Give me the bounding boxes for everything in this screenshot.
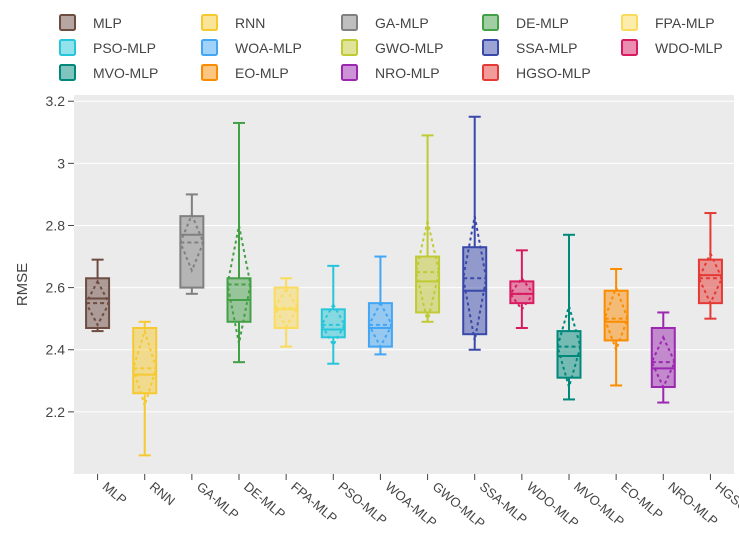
- legend-swatch: [59, 39, 76, 56]
- legend-swatch: [341, 14, 358, 31]
- sd-diamond: [603, 284, 629, 353]
- y-tick-label: 3: [57, 155, 65, 171]
- x-tick-label: PSO-MLP: [335, 479, 389, 528]
- y-tick-label: 2.8: [46, 217, 66, 233]
- legend-item-rnn[interactable]: RNN: [201, 14, 265, 31]
- legend-swatch: [482, 39, 499, 56]
- box-mlp[interactable]: [84, 258, 111, 333]
- x-tick-label: FPA-MLP: [288, 479, 340, 526]
- legend-item-mlp[interactable]: MLP: [59, 14, 122, 31]
- legend-item-woa-mlp[interactable]: WOA-MLP: [201, 39, 302, 56]
- legend-item-fpa-mlp[interactable]: FPA-MLP: [621, 14, 715, 31]
- box-mvo-mlp[interactable]: [556, 233, 582, 401]
- box-ga-mlp[interactable]: [179, 193, 205, 295]
- box-series-layer: [84, 115, 724, 457]
- sd-diamond: [273, 287, 299, 329]
- box-nro-mlp[interactable]: [650, 311, 676, 404]
- legend-swatch: [482, 14, 499, 31]
- box-ssa-mlp[interactable]: [462, 115, 488, 351]
- legend-item-gwo-mlp[interactable]: GWO-MLP: [341, 39, 443, 56]
- legend-swatch: [341, 64, 358, 81]
- legend-label: NRO-MLP: [375, 65, 440, 81]
- legend-swatch: [59, 64, 76, 81]
- legend-swatch: [201, 64, 218, 81]
- legend[interactable]: MLP RNN GA-MLP DE-MLP FPA-MLP PSO-MLP WOA-MLP G…: [59, 14, 723, 81]
- legend-item-eo-mlp[interactable]: EO-MLP: [201, 64, 289, 81]
- legend-item-hgso-mlp[interactable]: HGSO-MLP: [482, 64, 591, 81]
- legend-item-de-mlp[interactable]: DE-MLP: [482, 14, 569, 31]
- legend-label: WOA-MLP: [235, 40, 302, 56]
- legend-item-pso-mlp[interactable]: PSO-MLP: [59, 39, 156, 56]
- legend-swatch: [482, 64, 499, 81]
- sd-diamond: [179, 211, 205, 274]
- sd-diamond: [556, 302, 582, 391]
- legend-swatch: [201, 39, 218, 56]
- x-tick-label: HGSO-MLP: [713, 479, 739, 535]
- legend-label: HGSO-MLP: [516, 65, 591, 81]
- legend-swatch: [59, 14, 76, 31]
- legend-label: GA-MLP: [375, 15, 429, 31]
- legend-item-ga-mlp[interactable]: GA-MLP: [341, 14, 429, 31]
- legend-label: RNN: [235, 15, 265, 31]
- legend-label: WDO-MLP: [655, 40, 723, 56]
- box-woa-mlp[interactable]: [367, 255, 394, 356]
- sd-diamond: [462, 215, 488, 341]
- box-wdo-mlp[interactable]: [509, 249, 535, 329]
- sd-diamond: [650, 334, 676, 390]
- legend-label: MLP: [93, 15, 122, 31]
- box-eo-mlp[interactable]: [603, 267, 629, 387]
- plot-area: [74, 95, 734, 474]
- legend-label: DE-MLP: [516, 15, 569, 31]
- box-body: [132, 326, 158, 395]
- y-tick-label: 3.2: [46, 93, 66, 109]
- legend-item-wdo-mlp[interactable]: WDO-MLP: [621, 39, 723, 56]
- box-body: [415, 255, 441, 314]
- box-rnn[interactable]: [132, 320, 158, 457]
- box-body: [603, 289, 629, 342]
- box-pso-mlp[interactable]: [320, 264, 346, 365]
- legend-label: FPA-MLP: [655, 15, 715, 31]
- x-axis: MLP RNN GA-MLP DE-MLP FPA-MLPPSO-MLPWOA-MLPG…: [97, 474, 739, 535]
- sd-diamond: [367, 301, 394, 349]
- legend-label: SSA-MLP: [516, 40, 577, 56]
- box-fpa-mlp[interactable]: [273, 277, 299, 348]
- y-axis-title: RMSE: [14, 263, 31, 306]
- box-gwo-mlp[interactable]: [415, 134, 441, 323]
- legend-label: MVO-MLP: [93, 65, 158, 81]
- y-axis: 2.2 2.4 2.6 2.8 3 3.2: [46, 93, 74, 420]
- box-body: [320, 308, 346, 339]
- legend-item-nro-mlp[interactable]: NRO-MLP: [341, 64, 440, 81]
- x-tick-label: RNN: [147, 479, 178, 509]
- sd-diamond: [415, 220, 441, 323]
- legend-item-mvo-mlp[interactable]: MVO-MLP: [59, 64, 158, 81]
- sd-diamond: [84, 279, 111, 328]
- legend-label: EO-MLP: [235, 65, 289, 81]
- x-tick-label: DE-MLP: [241, 479, 288, 522]
- legend-swatch: [201, 14, 218, 31]
- y-tick-label: 2.2: [46, 404, 66, 420]
- sd-diamond: [697, 251, 724, 306]
- sd-diamond: [509, 276, 535, 312]
- box-body: [697, 258, 723, 305]
- y-tick-label: 2.4: [46, 342, 66, 358]
- x-tick-label: WOA-MLP: [383, 479, 440, 530]
- x-tick-label: GA-MLP: [194, 479, 242, 523]
- sd-diamond: [132, 327, 158, 410]
- legend-swatch: [341, 39, 358, 56]
- box-hgso-mlp[interactable]: [697, 212, 724, 320]
- legend-label: GWO-MLP: [375, 40, 443, 56]
- legend-swatch: [621, 39, 638, 56]
- x-tick-label: MLP: [100, 479, 130, 508]
- x-tick-label: NRO-MLP: [665, 479, 721, 529]
- legend-label: PSO-MLP: [93, 40, 156, 56]
- sd-diamond: [226, 225, 252, 344]
- box-de-mlp[interactable]: [226, 121, 252, 364]
- legend-swatch: [621, 14, 638, 31]
- y-tick-label: 2.6: [46, 280, 66, 296]
- legend-item-ssa-mlp[interactable]: SSA-MLP: [482, 39, 577, 56]
